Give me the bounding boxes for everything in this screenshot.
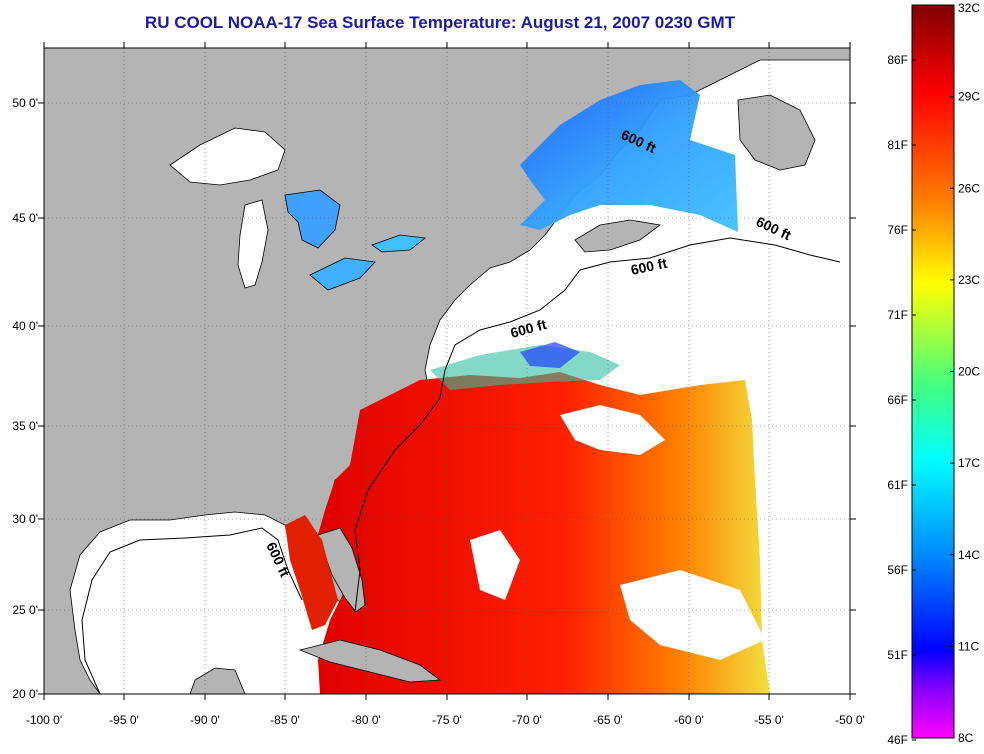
cloud-patch-3: [470, 530, 520, 600]
colorbar-celsius-label: 29C: [958, 90, 980, 104]
colorbar-celsius-ticks: 32C 29C 26C 23C 20C 17C 14C 11C 8C: [950, 1, 980, 745]
axis-ticks: [38, 42, 856, 700]
lon-tick-label: -50 0': [835, 713, 865, 727]
lake-michigan: [237, 199, 269, 289]
lon-tick-label: -80 0': [351, 713, 381, 727]
isobath-label-2: 600 ft: [629, 255, 668, 278]
colorbar-fahrenheit-label: 56F: [887, 563, 908, 577]
lake-erie: [309, 257, 376, 291]
latitude-axis: 20 0' 25 0' 30 0' 35 0' 40 0' 45 0' 50 0': [12, 96, 38, 701]
cloud-patch-1: [560, 405, 665, 455]
lon-tick-label: -70 0': [512, 713, 542, 727]
cold-eddy: [520, 342, 580, 368]
colorbar-fahrenheit-label: 51F: [887, 648, 908, 662]
colorbar-fahrenheit-label: 86F: [887, 53, 908, 67]
land-nova-scotia: [574, 219, 661, 253]
land-yucatan: [189, 667, 246, 694]
lon-tick-label: -100 0': [26, 713, 62, 727]
colorbar-celsius-label: 20C: [958, 365, 980, 379]
lake-huron: [284, 189, 341, 249]
colorbar-fahrenheit-label: 76F: [887, 223, 908, 237]
isobath-600ft: [81, 237, 841, 694]
colorbar-celsius-label: 26C: [958, 181, 980, 195]
lat-tick-label: 30 0': [12, 512, 38, 526]
colorbar-celsius-label: 32C: [958, 1, 980, 15]
lon-tick-label: -75 0': [432, 713, 462, 727]
map-title: RU COOL NOAA-17 Sea Surface Temperature:…: [145, 13, 736, 32]
lon-tick-label: -55 0': [754, 713, 784, 727]
lon-tick-label: -60 0': [674, 713, 704, 727]
lat-tick-label: 50 0': [12, 96, 38, 110]
lat-tick-label: 35 0': [12, 419, 38, 433]
colorbar-celsius-label: 23C: [958, 273, 980, 287]
lon-tick-label: -85 0': [270, 713, 300, 727]
map-area: 600 ft 600 ft 600 ft 600 ft 600 ft: [44, 48, 850, 694]
colorbar-fahrenheit-label: 61F: [887, 478, 908, 492]
lat-tick-label: 40 0': [12, 319, 38, 333]
colorbar-celsius-label: 14C: [958, 548, 980, 562]
land-florida: [317, 527, 366, 613]
colorbar-celsius-label: 8C: [958, 731, 974, 745]
lat-tick-label: 25 0': [12, 603, 38, 617]
land-cuba: [298, 639, 442, 683]
longitude-axis: -100 0' -95 0' -90 0' -85 0' -80 0' -75 0' -70…: [26, 713, 865, 727]
lon-tick-label: -90 0': [190, 713, 220, 727]
colorbar-fahrenheit-label: 81F: [887, 138, 908, 152]
colorbar-celsius-label: 11C: [958, 639, 979, 653]
colorbar-fahrenheit-ticks: 86F 81F 76F 71F 66F 61F 56F 51F 46F: [887, 53, 916, 747]
lon-tick-label: -95 0': [109, 713, 139, 727]
lon-tick-label: -65 0': [593, 713, 623, 727]
cloud-patch-2: [620, 570, 765, 660]
colorbar-fahrenheit-label: 66F: [887, 393, 908, 407]
colorbar-fahrenheit-label: 71F: [887, 308, 908, 322]
lat-tick-label: 45 0': [12, 211, 38, 225]
lat-tick-label: 20 0': [12, 687, 38, 701]
lake-superior: [169, 127, 286, 186]
colorbar-celsius-label: 17C: [958, 456, 980, 470]
gulf-st-lawrence-sst: [520, 80, 738, 232]
florida-west-sst: [285, 515, 338, 630]
lake-ontario: [371, 234, 426, 253]
land-newfoundland: [737, 94, 816, 171]
colorbar: [911, 4, 955, 739]
colorbar-fahrenheit-label: 46F: [887, 733, 908, 747]
